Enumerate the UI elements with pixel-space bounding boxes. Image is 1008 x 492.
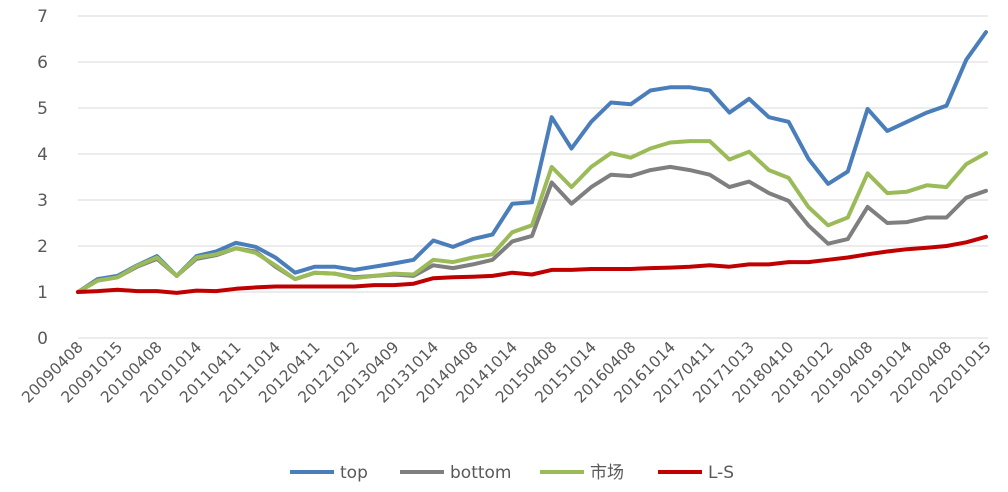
x-axis: 2009040820091015201004082010101420110411… [18, 338, 995, 407]
legend-label-0: top [340, 463, 368, 483]
legend-label-3: L-S [708, 463, 734, 483]
y-tick-label: 3 [37, 191, 48, 211]
y-tick-label: 2 [37, 237, 48, 257]
series-line-0 [76, 30, 988, 294]
y-tick-label: 5 [37, 99, 48, 119]
y-tick-label: 7 [37, 7, 48, 27]
series-line-3 [76, 234, 988, 295]
y-tick-label: 1 [37, 283, 48, 303]
legend-label-2: 市场 [590, 463, 624, 483]
series-line-2 [76, 139, 988, 294]
series-lines [76, 30, 988, 295]
legend-label-1: bottom [450, 463, 511, 483]
y-tick-label: 6 [37, 53, 48, 73]
legend: top bottom 市场 L-S [290, 463, 734, 483]
y-axis-ticks: 0 1 2 3 4 5 6 7 [37, 7, 48, 349]
y-tick-label: 4 [37, 145, 48, 165]
y-tick-label: 0 [37, 329, 48, 349]
